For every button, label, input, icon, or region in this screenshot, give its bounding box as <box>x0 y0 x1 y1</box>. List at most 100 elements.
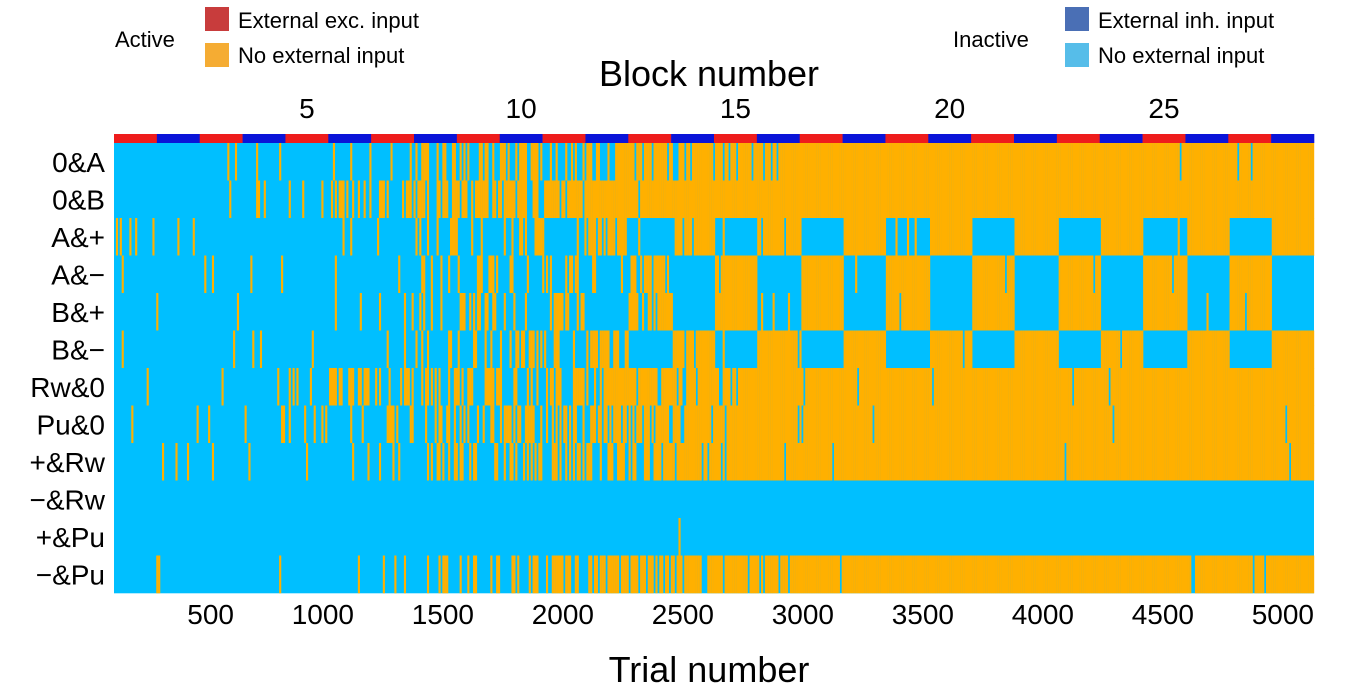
active-segment <box>1198 180 1201 219</box>
active-segment <box>820 555 823 594</box>
active-segment <box>590 143 593 181</box>
row-label: +&Rw <box>30 447 106 478</box>
active-segment <box>1146 368 1150 406</box>
active-segment <box>738 180 741 219</box>
active-segment <box>718 555 721 594</box>
active-segment <box>960 555 963 594</box>
active-segment <box>743 180 746 219</box>
active-segment <box>1104 405 1107 444</box>
active-segment <box>799 330 802 369</box>
block-input-segment <box>285 134 329 143</box>
active-segment <box>843 405 846 444</box>
active-segment <box>761 405 764 444</box>
active-segment <box>1062 368 1065 406</box>
active-segment <box>1054 555 1057 594</box>
row-label: B&− <box>51 334 105 365</box>
active-segment <box>492 293 495 331</box>
active-segment <box>1260 255 1263 294</box>
active-segment <box>943 555 946 594</box>
active-segment <box>1001 555 1004 594</box>
active-segment <box>772 405 775 444</box>
active-segment <box>906 368 910 406</box>
active-segment <box>1085 143 1088 181</box>
active-segment <box>613 218 616 256</box>
active-segment <box>906 180 910 219</box>
active-segment <box>530 368 533 406</box>
block-input-segment <box>756 134 801 143</box>
active-segment <box>832 405 835 444</box>
active-segment <box>1087 180 1090 219</box>
active-segment <box>666 555 670 594</box>
active-segment <box>1219 368 1223 406</box>
active-segment <box>1171 180 1175 219</box>
active-segment <box>421 143 424 181</box>
active-segment <box>676 405 679 444</box>
active-segment <box>1162 555 1165 594</box>
active-segment <box>997 293 1000 331</box>
active-segment <box>693 555 696 594</box>
active-segment <box>647 255 650 294</box>
active-segment <box>1114 218 1117 256</box>
active-segment <box>770 368 773 406</box>
active-segment <box>1070 405 1073 444</box>
active-segment <box>544 180 547 219</box>
active-segment <box>876 555 879 594</box>
active-segment <box>1191 180 1194 219</box>
active-segment <box>1231 405 1234 444</box>
active-segment <box>480 143 483 181</box>
active-segment <box>772 555 775 594</box>
active-segment <box>1093 555 1096 594</box>
active-segment <box>701 143 704 181</box>
active-segment <box>1050 143 1054 181</box>
active-segment <box>609 368 612 406</box>
active-segment <box>1031 218 1034 256</box>
active-segment <box>657 143 660 181</box>
active-segment <box>699 180 702 219</box>
active-segment <box>386 405 389 444</box>
active-segment <box>455 368 458 406</box>
active-segment <box>471 218 474 256</box>
active-segment <box>766 368 769 406</box>
active-segment <box>860 443 863 481</box>
active-segment <box>1304 330 1307 369</box>
active-segment <box>947 143 950 181</box>
active-segment <box>716 443 719 481</box>
active-segment <box>797 555 800 594</box>
active-segment <box>889 293 892 331</box>
active-segment <box>661 255 664 294</box>
active-segment <box>684 180 687 219</box>
active-segment <box>768 330 771 369</box>
active-segment <box>787 293 791 331</box>
active-segment <box>933 218 936 256</box>
active-segment <box>956 368 959 406</box>
active-segment <box>211 443 215 481</box>
active-segment <box>985 443 988 481</box>
active-segment <box>1242 555 1246 594</box>
active-segment <box>1181 368 1184 406</box>
active-segment <box>463 143 466 181</box>
active-segment <box>997 405 1000 444</box>
active-segment <box>288 368 291 406</box>
active-segment <box>640 555 643 594</box>
active-segment <box>1269 555 1272 594</box>
active-segment <box>498 555 501 594</box>
active-segment <box>1250 555 1253 594</box>
active-segment <box>1070 143 1073 181</box>
active-segment <box>1216 180 1219 219</box>
active-segment <box>770 180 773 219</box>
active-segment <box>507 180 510 219</box>
active-segment <box>1277 180 1280 219</box>
active-segment <box>419 218 422 256</box>
active-segment <box>1043 555 1046 594</box>
active-segment <box>720 293 723 331</box>
active-segment <box>605 180 608 219</box>
active-segment <box>1018 330 1021 369</box>
active-segment <box>1304 368 1307 406</box>
active-segment <box>939 368 942 406</box>
active-segment <box>1018 180 1021 219</box>
active-segment <box>557 330 560 369</box>
active-segment <box>738 255 741 294</box>
active-segment <box>924 405 927 444</box>
active-segment <box>1139 180 1142 219</box>
active-segment <box>1296 143 1299 181</box>
